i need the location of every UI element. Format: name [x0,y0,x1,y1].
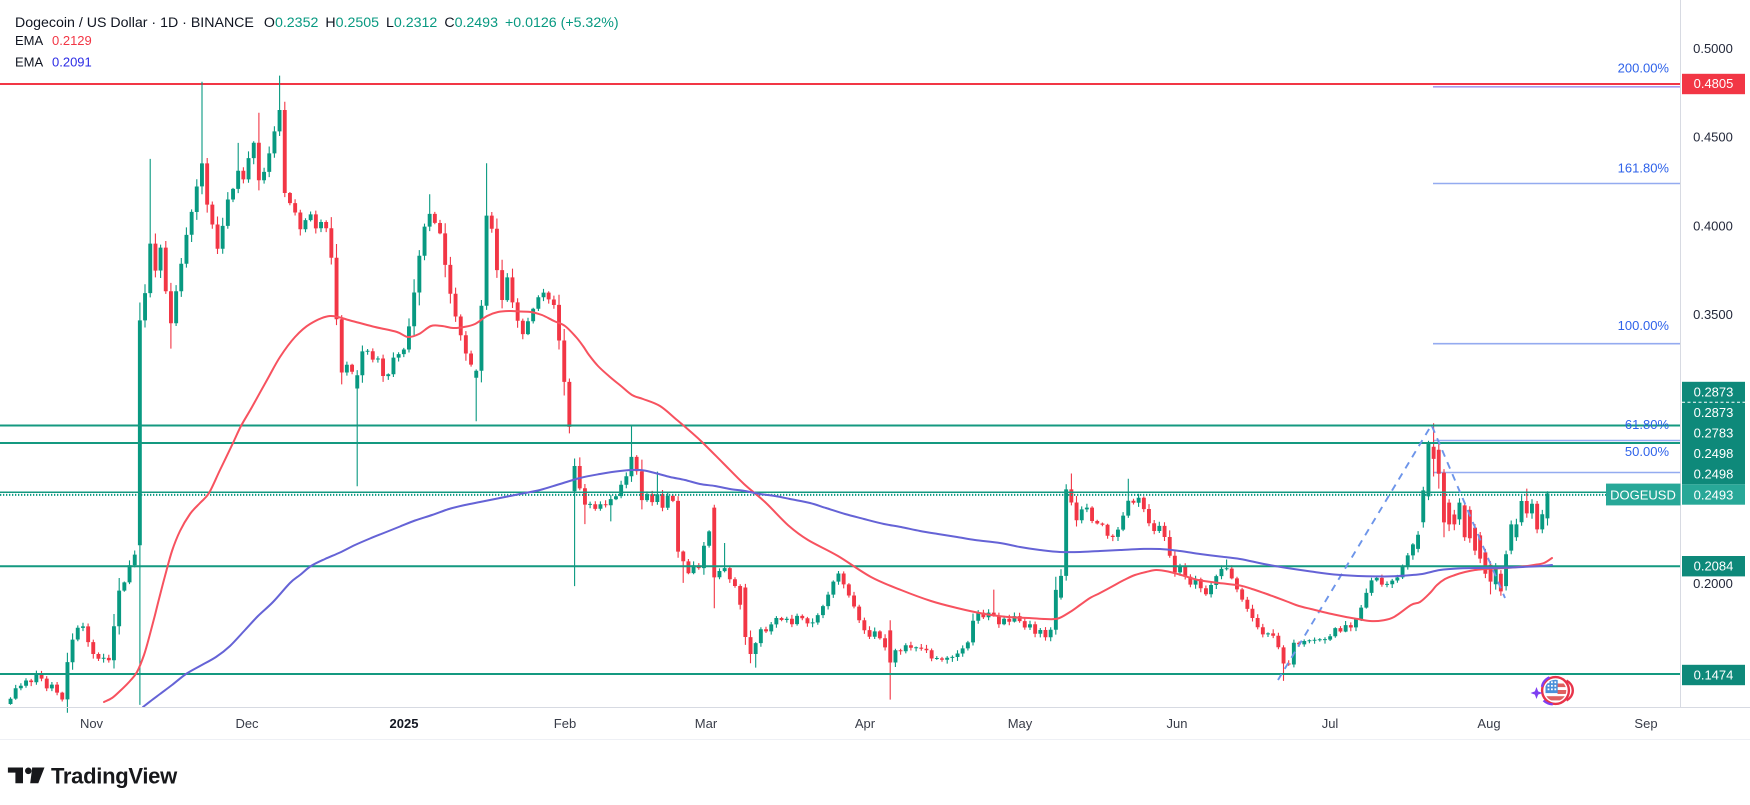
svg-text:61.80%: 61.80% [1625,417,1670,432]
svg-text:0.1474: 0.1474 [1694,667,1734,682]
svg-text:50.00%: 50.00% [1625,444,1670,459]
svg-text:100.00%: 100.00% [1618,318,1670,333]
svg-text:2025: 2025 [390,716,419,731]
svg-text:TradingView: TradingView [51,764,178,789]
svg-text:Dogecoin / US Dollar · 1D · BI: Dogecoin / US Dollar · 1D · BINANCE O0.23… [15,15,619,31]
svg-text:0.2873: 0.2873 [1694,405,1734,420]
svg-text:EMA 0.2091: EMA 0.2091 [15,55,92,70]
svg-text:Nov: Nov [80,716,104,731]
svg-text:May: May [1008,716,1033,731]
svg-text:0.2493: 0.2493 [1694,487,1734,502]
svg-text:0.2873: 0.2873 [1694,384,1734,399]
svg-text:Dec: Dec [235,716,259,731]
svg-text:0.4500: 0.4500 [1693,130,1733,145]
svg-text:0.2783: 0.2783 [1694,425,1734,440]
svg-text:DOGEUSD: DOGEUSD [1610,487,1676,502]
svg-text:Aug: Aug [1477,716,1500,731]
svg-text:Jul: Jul [1322,716,1339,731]
svg-text:0.2498: 0.2498 [1694,466,1734,481]
svg-text:0.2084: 0.2084 [1694,559,1734,574]
svg-text:200.00%: 200.00% [1618,61,1670,76]
svg-text:161.80%: 161.80% [1618,161,1670,176]
svg-text:Sep: Sep [1634,716,1657,731]
svg-text:0.2498: 0.2498 [1694,446,1734,461]
svg-text:0.2000: 0.2000 [1693,576,1733,591]
svg-text:0.3500: 0.3500 [1693,307,1733,322]
svg-text:0.5000: 0.5000 [1693,41,1733,56]
svg-text:0.4805: 0.4805 [1694,76,1734,91]
svg-text:0.4000: 0.4000 [1693,218,1733,233]
svg-text:EMA 0.2129: EMA 0.2129 [15,33,92,48]
svg-text:Jun: Jun [1167,716,1188,731]
svg-text:Feb: Feb [554,716,576,731]
svg-text:Apr: Apr [855,716,876,731]
svg-text:Mar: Mar [695,716,718,731]
